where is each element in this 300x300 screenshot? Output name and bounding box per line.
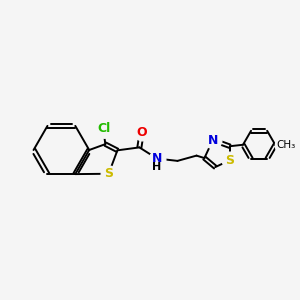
Text: N: N [208,134,218,146]
Text: CH₃: CH₃ [277,140,296,150]
Text: S: S [225,154,234,167]
Text: H: H [152,162,161,172]
Text: S: S [104,167,113,180]
Text: N: N [152,152,162,165]
Text: O: O [136,126,147,139]
Text: Cl: Cl [97,122,110,134]
